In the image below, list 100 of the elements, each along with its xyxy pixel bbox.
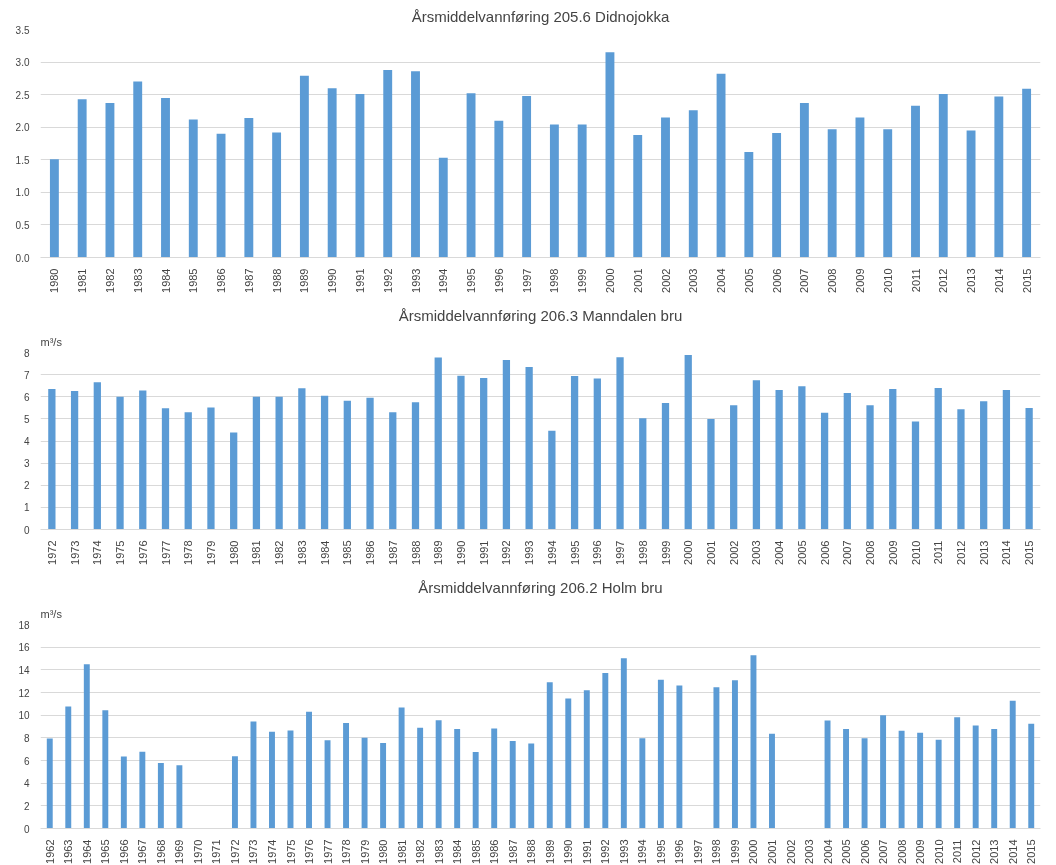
bar: [911, 105, 920, 258]
bar: [275, 396, 283, 530]
x-tick-label: 1973: [68, 540, 81, 565]
bar: [343, 400, 351, 530]
x-tick-label: 2010: [932, 839, 945, 864]
x-tick-label: 1978: [182, 540, 195, 565]
chart-title: Årsmiddelvannføring 205.6 Didnojokka: [411, 7, 670, 25]
bar: [935, 739, 942, 829]
x-tick-label: 2008: [895, 839, 908, 864]
x-tick-label: 1974: [91, 540, 104, 565]
x-tick-label: 1970: [191, 839, 204, 864]
x-tick-label: 1987: [242, 268, 255, 293]
y-tick-label: 12: [18, 687, 30, 699]
x-tick-label: 1995: [465, 268, 478, 293]
x-tick-label: 2001: [631, 268, 644, 293]
x-tick-label: 1986: [364, 540, 377, 565]
x-tick-label: 1997: [520, 268, 533, 293]
x-tick-label: 2003: [803, 839, 816, 864]
bar: [843, 728, 850, 829]
bar: [616, 357, 624, 530]
x-tick-label: 2012: [969, 839, 982, 864]
x-tick-label: 2013: [977, 540, 990, 565]
bar: [827, 129, 837, 258]
bar: [917, 732, 924, 829]
x-tick-label: 1989: [432, 540, 445, 565]
bar: [522, 95, 532, 258]
x-tick-label: 1993: [617, 839, 630, 864]
x-tick-label: 1989: [543, 839, 556, 864]
x-tick-label: 2007: [841, 540, 854, 565]
x-tick-label: 2011: [909, 268, 922, 293]
x-tick-label: 1996: [673, 839, 686, 864]
x-tick-label: 2002: [659, 268, 672, 293]
bar: [991, 728, 998, 829]
bar: [480, 377, 488, 530]
bar: [176, 765, 183, 829]
x-tick-label: 1983: [295, 540, 308, 565]
bar: [472, 752, 479, 829]
x-tick-label: 1976: [303, 839, 316, 864]
bar: [77, 99, 87, 258]
bar: [528, 743, 535, 829]
x-tick-label: 2000: [682, 540, 695, 565]
bar: [252, 396, 261, 530]
x-tick-label: 1993: [523, 540, 536, 565]
bar: [752, 380, 761, 530]
bar: [605, 52, 615, 258]
x-tick-label: 1999: [659, 540, 672, 565]
x-tick-label: 1996: [492, 268, 505, 293]
y-tick-label: 6: [23, 391, 30, 403]
bar: [70, 391, 79, 530]
bar: [417, 727, 424, 829]
bar: [549, 124, 559, 258]
bar: [139, 751, 146, 829]
chart-title: Årsmiddelvannføring 206.2 Holm bru: [418, 578, 663, 596]
x-tick-label: 2005: [795, 540, 808, 565]
x-tick-label: 1980: [48, 268, 61, 293]
bar: [954, 717, 961, 829]
bar: [298, 388, 306, 530]
bar: [934, 387, 942, 530]
bar: [994, 96, 1004, 258]
x-tick-label: 1967: [136, 839, 149, 864]
bar: [911, 421, 920, 530]
x-tick-label: 1985: [187, 268, 200, 293]
x-tick-label: 1976: [136, 540, 149, 565]
x-tick-label: 2015: [1020, 268, 1033, 293]
bar: [861, 738, 868, 829]
x-tick-label: 2011: [932, 540, 945, 565]
bar: [525, 366, 533, 530]
bar: [398, 707, 405, 829]
bar: [661, 402, 670, 530]
bar: [1028, 723, 1035, 829]
y-tick-label: 3.0: [15, 57, 30, 69]
bar: [244, 118, 254, 258]
bar: [820, 412, 829, 530]
bar: [161, 97, 170, 258]
y-tick-label: 3: [23, 458, 30, 470]
bar: [731, 680, 738, 829]
bar: [898, 730, 905, 829]
x-tick-label: 1988: [270, 268, 283, 293]
y-tick-label: 8: [23, 732, 30, 744]
bar: [966, 130, 976, 258]
bar: [46, 738, 53, 829]
bar: [824, 720, 831, 829]
x-tick-label: 2010: [881, 268, 894, 293]
bar: [343, 723, 350, 829]
bar: [938, 93, 948, 258]
bar: [188, 119, 198, 258]
x-tick-label: 1994: [545, 540, 558, 565]
x-tick-label: 2005: [742, 268, 755, 293]
x-tick-label: 1981: [395, 839, 408, 864]
x-tick-label: 2005: [840, 839, 853, 864]
bar: [509, 740, 516, 829]
bar: [139, 390, 147, 530]
y-tick-label: 3.5: [15, 24, 30, 36]
x-tick-label: 1985: [469, 839, 482, 864]
bar: [980, 401, 988, 530]
x-tick-label: 1962: [43, 839, 56, 864]
bar: [327, 88, 337, 258]
bar: [269, 731, 275, 829]
x-tick-label: 2002: [727, 540, 740, 565]
bar: [713, 687, 720, 829]
